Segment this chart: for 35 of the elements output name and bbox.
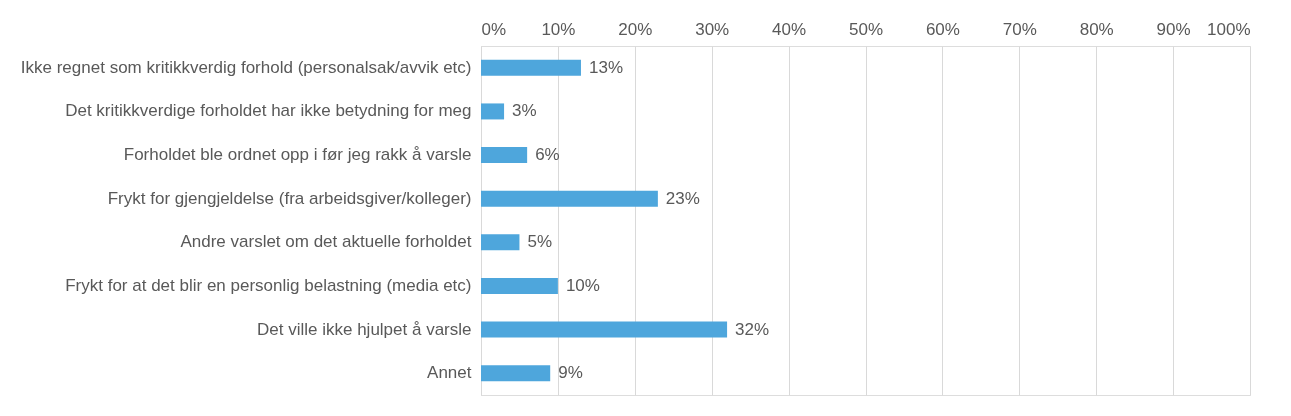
data-label: 10% bbox=[565, 275, 600, 295]
y-tick-label: Forholdet ble ordnet opp i før jeg rakk å varsle bbox=[123, 145, 472, 165]
x-tick-label: 80% bbox=[1079, 19, 1114, 39]
bar bbox=[481, 321, 728, 338]
x-tick-label: 60% bbox=[925, 19, 960, 39]
bar bbox=[481, 103, 505, 120]
bar bbox=[481, 234, 520, 251]
bar bbox=[481, 59, 581, 76]
bar bbox=[481, 147, 528, 164]
data-label: 9% bbox=[558, 363, 583, 383]
x-tick-label: 50% bbox=[848, 19, 884, 39]
y-tick-label: Andre varslet om det aktuelle forholdet bbox=[180, 232, 472, 252]
data-label: 6% bbox=[535, 145, 560, 165]
y-tick-label: Annet bbox=[427, 363, 472, 383]
data-label: 13% bbox=[588, 57, 623, 77]
x-tick-label: 40% bbox=[772, 19, 807, 39]
bar bbox=[481, 365, 551, 382]
x-tick-label: 90% bbox=[1156, 19, 1191, 39]
data-label: 5% bbox=[527, 232, 553, 252]
bar bbox=[481, 190, 658, 207]
y-tick-label: Det ville ikke hjulpet å varsle bbox=[257, 319, 472, 339]
x-tick-label: 30% bbox=[695, 19, 730, 39]
y-tick-label: Frykt for gjengjeldelse (fra arbeidsgiver/kolleger) bbox=[107, 188, 472, 208]
data-label: 3% bbox=[512, 101, 537, 121]
x-tick-label: 100% bbox=[1207, 19, 1251, 39]
x-tick-label: 70% bbox=[1002, 19, 1037, 39]
x-tick-label: 10% bbox=[541, 19, 576, 39]
data-label: 32% bbox=[735, 319, 770, 339]
y-tick-label: Ikke regnet som kritikkverdig forhold (personalsak/avvik etc) bbox=[20, 57, 472, 77]
x-tick-label: 20% bbox=[618, 19, 653, 39]
y-tick-label: Frykt for at det blir en personlig belastning (media etc) bbox=[65, 275, 472, 295]
bar bbox=[481, 277, 558, 294]
data-label: 23% bbox=[665, 188, 700, 208]
x-tick-label: 0% bbox=[481, 19, 507, 39]
y-tick-label: Det kritikkverdige forholdet har ikke betydning for meg bbox=[65, 101, 472, 121]
